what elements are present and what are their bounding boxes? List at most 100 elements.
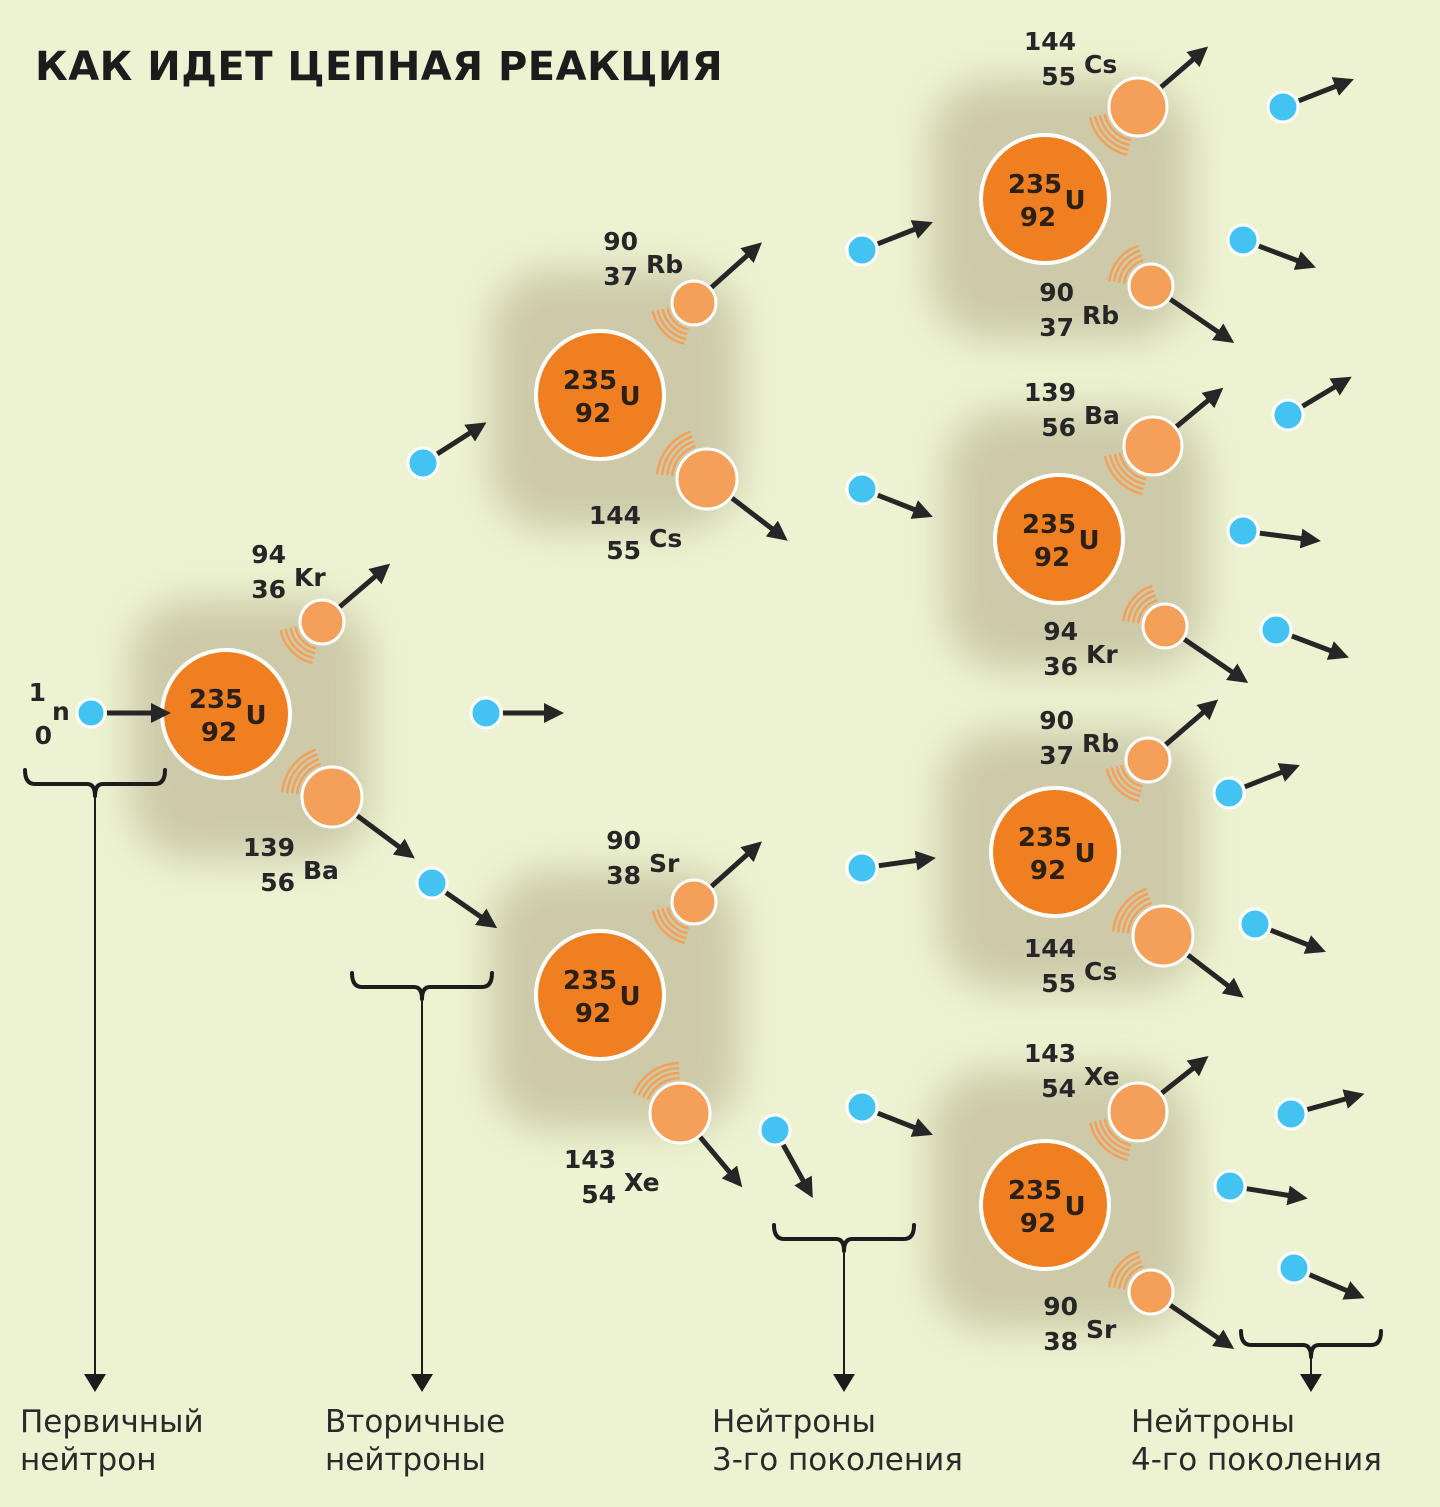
bracket-fourth (1239, 1329, 1383, 1359)
fragment-arrow (727, 494, 788, 541)
vibration-arc (1121, 897, 1151, 933)
fragment-arrow (1172, 387, 1224, 431)
fragment-mass: 90 (606, 826, 641, 855)
caption-line2: 3-го поколения (712, 1442, 963, 1478)
vibration-arc (656, 309, 687, 341)
vibration-arc (289, 627, 316, 655)
neutron-arrow (435, 422, 487, 456)
fragment-symbol: Ba (1084, 401, 1120, 430)
vibration-arc (1115, 766, 1142, 793)
bracket-third (772, 1223, 916, 1253)
neutron (845, 233, 879, 267)
neutron-arrow (444, 890, 498, 929)
uranium-charge: 92 (1020, 203, 1056, 233)
vibration-arc (661, 908, 688, 935)
vibration-arc (1103, 1118, 1132, 1147)
uranium-mass: 235 (1008, 1176, 1062, 1206)
fragment-symbol: Rb (1082, 729, 1119, 758)
fission-fragment (1131, 904, 1195, 968)
fragment-mass: 144 (1024, 934, 1076, 963)
uranium-symbol: U (619, 382, 640, 412)
neutron-arrow (1308, 1272, 1365, 1300)
fragment-mass: 139 (243, 833, 295, 862)
down-arrowhead (833, 1374, 855, 1392)
fragment-symbol: Kr (1086, 640, 1118, 669)
fragment-arrow (707, 841, 762, 891)
fragment-arrow (1161, 699, 1219, 749)
vibration-arc (286, 753, 318, 794)
fragment-symbol: Cs (649, 524, 682, 553)
vibration-arc (1120, 764, 1143, 788)
vibration-arc (291, 758, 320, 794)
fragment-symbol: Sr (1086, 1315, 1117, 1344)
vibration-arc (1126, 901, 1152, 934)
vibration-arc (1118, 1260, 1142, 1289)
neutron-arrow (1306, 1089, 1365, 1112)
uranium-symbol: U (1074, 839, 1095, 869)
vibration-arc (1104, 455, 1143, 495)
fragment-charge: 55 (1041, 969, 1076, 998)
neutron-arrow (876, 1110, 933, 1137)
neutron (845, 1090, 879, 1124)
neutron-arrow (1297, 77, 1354, 104)
vibration-arc (1137, 599, 1158, 624)
fission-fragment (1122, 415, 1184, 477)
neutron-symbol: n (52, 697, 70, 726)
fragment-charge: 37 (603, 262, 638, 291)
vibration-arc (1093, 1121, 1129, 1157)
fragment-arrow (707, 242, 762, 292)
neutron (1212, 776, 1246, 810)
fragment-charge: 36 (1043, 652, 1078, 681)
vibration-arc (656, 430, 691, 475)
fragment-arrow (352, 811, 415, 859)
uranium-symbol: U (1078, 526, 1099, 556)
fission-fragment (1124, 736, 1172, 784)
uranium-mass: 235 (1018, 823, 1072, 853)
fragment-mass: 94 (251, 540, 286, 569)
uranium-charge: 92 (1020, 1209, 1056, 1239)
neutron (1277, 1251, 1311, 1285)
vibration-arc (1093, 115, 1129, 151)
vibration-arc (1118, 254, 1142, 283)
fragment-arrow (696, 1132, 743, 1188)
fragment-mass: 143 (564, 1145, 616, 1174)
neutron-arrow (1243, 763, 1300, 790)
uranium-nucleus (989, 786, 1121, 918)
fragment-mass: 90 (1043, 1292, 1078, 1321)
vibration-arc (1113, 249, 1141, 283)
vibration-arc (1112, 887, 1147, 932)
fragment-mass: 144 (589, 501, 641, 530)
neutron-arrow (1269, 927, 1326, 954)
fission-fragment (670, 279, 718, 327)
uranium-symbol: U (1064, 186, 1085, 216)
fragment-arrow (1183, 951, 1244, 998)
fission-fragment (300, 765, 364, 829)
fragment-symbol: Rb (1082, 301, 1119, 330)
fragment-mass: 94 (1043, 617, 1078, 646)
fragment-mass: 143 (1024, 1039, 1076, 1068)
neutron (1274, 1097, 1308, 1131)
fragment-symbol: Ba (303, 856, 339, 885)
uranium-mass: 235 (1008, 170, 1062, 200)
vibration-arc (646, 1076, 680, 1100)
vibration-arc (1113, 453, 1145, 486)
uranium-nucleus (534, 329, 666, 461)
vibration-arc (1098, 114, 1130, 147)
fragment-charge: 55 (1041, 62, 1076, 91)
caption-line1: Нейтроны (1131, 1404, 1295, 1440)
uranium-charge: 92 (575, 399, 611, 429)
neutron-arrow (1301, 376, 1352, 409)
vibration-arc (666, 440, 695, 476)
fragment-arrow (1166, 1301, 1235, 1350)
uranium-mass: 235 (1022, 510, 1076, 540)
fragment-charge: 54 (1041, 1074, 1076, 1103)
neutron-arrow (876, 220, 933, 247)
vibration-arc (1089, 116, 1128, 156)
neutron (845, 851, 879, 885)
neutron (406, 446, 440, 480)
caption-line2: нейтрон (20, 1442, 156, 1478)
fission-fragment (1127, 262, 1175, 310)
neutron (1266, 90, 1300, 124)
